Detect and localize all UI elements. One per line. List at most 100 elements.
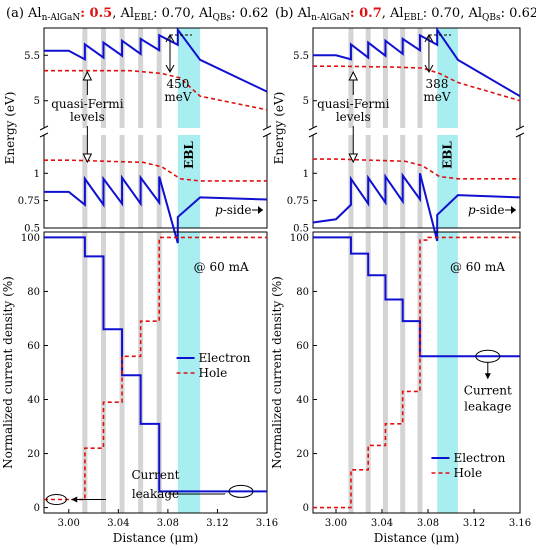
arrow-head [71,496,78,503]
xtick-label: 3.12 [206,518,228,529]
pside-italic: p [215,203,223,217]
hole-quasi-fermi-line [313,65,521,102]
panel-a: (a) Aln-AlGaN: 0.5, AlEBL: 0.70, AlQBs: … [1,6,278,545]
leak-ellipse [45,493,67,505]
qb-stripe [156,232,162,513]
arrow-head [258,206,263,214]
barrier-value: 388 [425,77,448,91]
title-part-3: , Al [382,6,404,21]
current-condition: @ 60 mA [450,260,505,274]
ytick-label: 1 [34,169,40,180]
qb-stripe [382,232,388,513]
leak-label: leakage [464,399,511,413]
ytick-label: 100 [21,233,40,244]
qb-stripe [138,232,144,513]
hole-quasi-fermi-line [313,158,520,180]
axis-break-gap [40,128,271,135]
title-part-5: : 0.70, Al [153,6,212,21]
ytick-label: 5.5 [24,51,40,62]
ytick-label: 0.5 [24,224,40,235]
ytick-label: 60 [27,341,40,352]
qb-stripe [100,232,106,513]
legend-hole-label: Hole [199,366,228,380]
pside-rest: -side [476,203,505,217]
legend-hole-label: Hole [453,466,482,480]
electron-band-line [44,174,268,244]
xlabel: Distance (μm) [374,531,460,545]
electron-current-line [44,236,267,493]
electron-band-line [44,26,268,93]
arrow-head [82,153,93,164]
ytick-label: 80 [296,287,309,298]
qfl-label: levels [70,110,105,124]
axis-break-mark [308,132,318,138]
ebl-label: EBL [441,141,455,169]
arrow-head [348,153,359,164]
title-part-1: n-AlGaN [42,13,81,23]
pside-italic: p [468,203,476,217]
title-part-2: : 0.7 [350,6,382,21]
hole-current-line [44,236,267,501]
arrow-head [348,70,359,81]
qb-stripe [82,232,88,513]
arrow-head [165,64,175,74]
ytick-label: 5 [303,96,309,107]
panel-title: (b) Aln-AlGaN: 0.7, AlEBL: 0.70, AlQBs: … [275,6,536,23]
ytick-label: 40 [27,395,40,406]
ebl-band [437,232,458,513]
ytick-label: 0 [34,503,40,514]
electron-band-line [313,26,521,98]
current-frame [312,231,521,514]
qb-stripe [365,232,371,513]
axis-break-mark [39,132,49,138]
xtick-label: 3.00 [325,518,347,529]
current-condition: @ 60 mA [194,260,249,274]
ytick-label: 0.75 [18,196,40,207]
ytick-label: 0.5 [293,224,309,235]
axis-break-mark [262,125,272,131]
ytick-label: 100 [290,233,309,244]
pside-label: p-side [468,203,505,217]
leak-label: Current [464,383,512,397]
ytick-label: 0 [303,503,309,514]
qfl-label: levels [336,110,371,124]
ytick-label: 40 [296,395,309,406]
axis-break-mark [308,125,318,131]
title-part-5: : 0.70, Al [423,6,482,21]
ytick-label: 0.75 [287,196,309,207]
barrier-value: 450 [167,77,190,91]
xtick-label: 3.08 [417,518,439,529]
hole-quasi-fermi-line [44,159,267,182]
ytick-label: 60 [296,341,309,352]
xtick-label: 3.08 [157,518,179,529]
hole-quasi-fermi-line [44,69,268,111]
axis-break-mark [515,132,525,138]
energy-ylabel: Energy (eV) [3,92,17,165]
title-part-7: : 0.62 [231,6,268,21]
qfl-label: quasi-Fermi [51,97,124,111]
current-ylabel: Normalized current density (%) [1,276,15,469]
ebl-band [177,232,201,513]
current-frame [43,231,268,514]
title-part-2: : 0.5 [80,6,112,21]
xtick-label: 3.16 [256,518,278,529]
pside-rest: -side [223,203,252,217]
title-part-6: QBs [212,13,231,23]
ytick-label: 20 [27,449,40,460]
title-part-4: EBL [134,13,153,23]
ytick-label: 5.5 [293,51,309,62]
xtick-label: 3.04 [107,518,129,529]
title-part-3: , Al [112,6,134,21]
axis-break-mark [515,125,525,131]
qb-stripe [348,232,354,513]
ytick-label: 20 [296,449,309,460]
title-part-6: QBs [482,13,501,23]
title-part-1: n-AlGaN [311,13,350,23]
xlabel: Distance (μm) [113,531,199,545]
ytick-label: 80 [27,287,40,298]
barrier-unit: meV [423,90,450,104]
legend-electron-label: Electron [199,351,251,365]
electron-current-line [313,236,520,358]
barrier-unit: meV [164,90,191,104]
